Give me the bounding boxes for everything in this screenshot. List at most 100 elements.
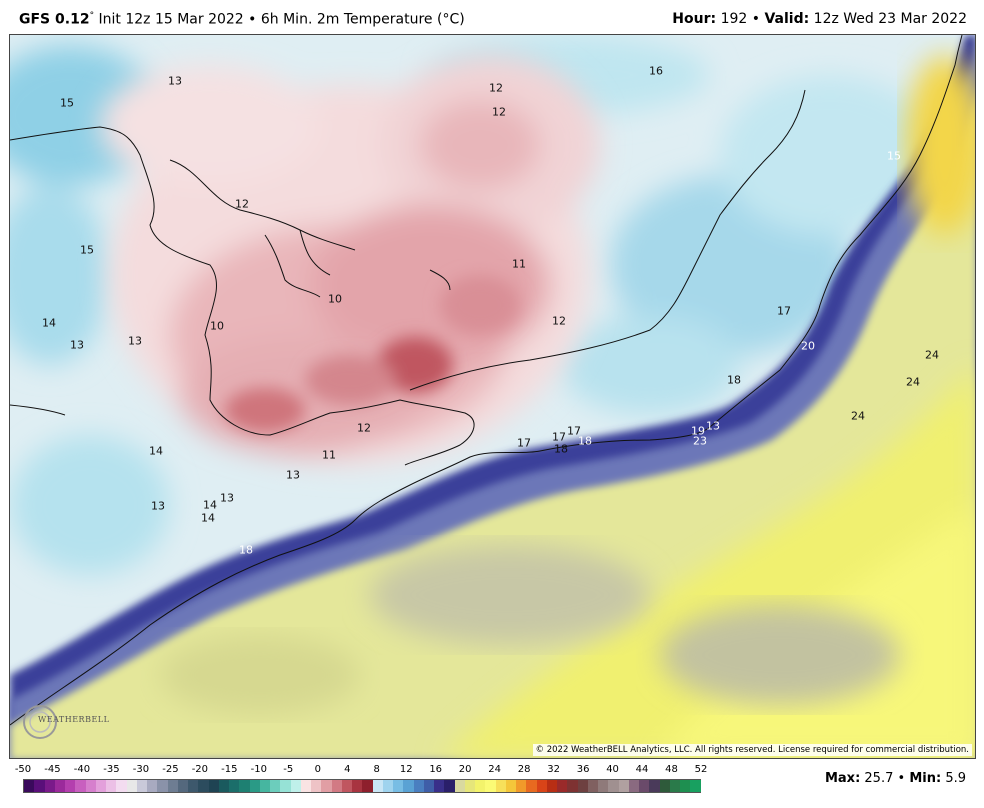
temperature-label: 15	[887, 149, 901, 163]
scale-swatch	[618, 780, 629, 792]
scale-swatch	[218, 780, 229, 792]
temperature-label: 13	[70, 338, 84, 352]
temperature-label: 12	[552, 314, 566, 328]
scale-swatch	[311, 780, 322, 792]
scale-swatch	[198, 780, 209, 792]
scale-swatch	[331, 780, 342, 792]
min-label: Min:	[909, 771, 942, 786]
scale-swatch	[239, 780, 250, 792]
scale-tick-label: -40	[73, 764, 91, 775]
scale-swatch	[485, 780, 496, 792]
scale-swatch	[516, 780, 527, 792]
scale-tick-label: 52	[694, 764, 708, 775]
color-scale-ticks: -50 -45 -40 -35 -30 -25 -20 -15 -10 -5 0 4 8 12 16 20 24…	[15, 764, 708, 778]
temperature-label: 24	[851, 409, 865, 423]
scale-swatch	[270, 780, 281, 792]
scale-swatch	[321, 780, 332, 792]
model-name: GFS 0.12	[19, 11, 90, 28]
hour-label: Hour:	[672, 11, 717, 27]
min-value: 5.9	[945, 771, 966, 786]
scale-swatch	[136, 780, 147, 792]
scale-swatch	[526, 780, 537, 792]
scale-swatch	[188, 780, 199, 792]
scale-tick-label: 4	[344, 764, 351, 775]
scale-tick-label: 28	[517, 764, 531, 775]
scale-tick-label: -20	[191, 764, 209, 775]
max-label: Max:	[824, 771, 861, 786]
scale-swatch	[290, 780, 301, 792]
temperature-label: 13	[286, 468, 300, 482]
hour-value: 192	[720, 11, 748, 27]
scale-swatch	[208, 780, 219, 792]
scale-swatch	[454, 780, 465, 792]
scale-swatch	[372, 780, 383, 792]
scale-swatch	[403, 780, 414, 792]
temperature-label: 17	[567, 424, 581, 438]
scale-tick-label: 32	[547, 764, 560, 775]
temperature-label: 14	[201, 511, 215, 525]
temperature-label: 12	[489, 81, 503, 95]
temperature-label: 13	[128, 334, 142, 348]
map-canvas	[10, 35, 975, 758]
scale-swatch	[393, 780, 404, 792]
scale-swatch	[475, 780, 486, 792]
run-description: Init 12z 15 Mar 2022 • 6h Min. 2m Temper…	[98, 11, 465, 28]
temperature-label: 14	[203, 498, 217, 512]
ocean-layer	[10, 35, 975, 758]
temperature-label: 11	[512, 257, 526, 271]
temperature-map[interactable]: 13 15 12 12 16 15 12 15 11 10 14 10 12 13 13 17 20 24 24 18…	[9, 34, 976, 759]
weatherbell-logo: WEATHERBELL	[18, 702, 109, 742]
temperature-label: 13	[220, 491, 234, 505]
scale-swatch	[382, 780, 393, 792]
header-separator: •	[751, 11, 761, 27]
scale-swatch	[690, 780, 701, 792]
scale-tick-label: 8	[373, 764, 380, 775]
scale-swatch	[659, 780, 670, 792]
scale-swatch	[577, 780, 588, 792]
scale-swatch	[167, 780, 178, 792]
scale-swatch	[464, 780, 475, 792]
scale-swatch	[608, 780, 619, 792]
scale-swatch	[85, 780, 96, 792]
temperature-label: 10	[210, 319, 224, 333]
temperature-label: 14	[149, 444, 163, 458]
scale-swatch	[495, 780, 506, 792]
degree-mark: °	[89, 11, 95, 21]
scale-tick-label: 44	[635, 764, 649, 775]
temperature-label: 13	[151, 499, 165, 513]
map-header: GFS 0.12° Init 12z 15 Mar 2022 • 6h Min.…	[0, 0, 984, 34]
scale-swatch	[116, 780, 127, 792]
temperature-label: 18	[727, 373, 741, 387]
scale-swatch	[126, 780, 137, 792]
scale-swatch	[65, 780, 76, 792]
scale-swatch	[434, 780, 445, 792]
scale-swatch	[229, 780, 240, 792]
scale-swatch	[680, 780, 691, 792]
valid-time: Hour: 192 • Valid: 12z Wed 23 Mar 2022	[672, 11, 967, 27]
scale-swatch	[557, 780, 568, 792]
scale-swatch	[44, 780, 55, 792]
scale-tick-label: 48	[665, 764, 678, 775]
scale-swatch	[106, 780, 117, 792]
scale-tick-label: 24	[488, 764, 502, 775]
temperature-label: 13	[168, 74, 182, 88]
scale-tick-label: -30	[132, 764, 150, 775]
scale-swatch	[34, 780, 45, 792]
temperature-label: 18	[578, 434, 592, 448]
temperature-label: 13	[706, 419, 720, 433]
temperature-label: 19	[691, 424, 705, 438]
scale-tick-label: 36	[576, 764, 590, 775]
cool-land-fields	[10, 35, 940, 575]
scale-swatch	[444, 780, 455, 792]
scale-tick-label: -5	[283, 764, 294, 775]
temperature-label: 11	[322, 448, 336, 462]
scale-swatch	[423, 780, 434, 792]
scale-swatch	[413, 780, 424, 792]
scale-tick-label: -45	[44, 764, 61, 775]
temperature-label: 24	[906, 375, 920, 389]
scale-swatch	[157, 780, 168, 792]
map-title: GFS 0.12° Init 12z 15 Mar 2022 • 6h Min.…	[19, 11, 465, 28]
scale-swatch	[259, 780, 270, 792]
valid-value: 12z Wed 23 Mar 2022	[813, 11, 967, 27]
scale-swatch	[362, 780, 373, 792]
